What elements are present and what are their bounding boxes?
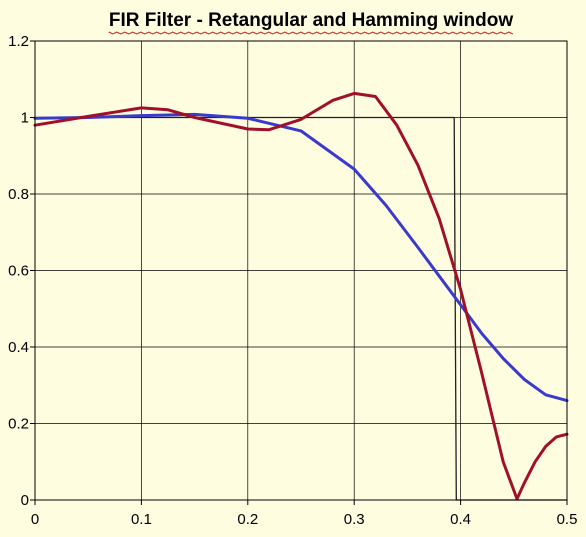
y-tick-label: 1 <box>21 110 29 127</box>
title-spellcheck-underlines <box>108 31 514 35</box>
x-tick-label: 0.5 <box>557 511 578 528</box>
x-tick-label: 0.3 <box>344 511 365 528</box>
series-line-2 <box>33 112 569 403</box>
x-tick-label: 0.1 <box>131 511 152 528</box>
tick-labels: 0 0.1 0.2 0.3 0.4 0.5 0 0.2 0.4 0.6 0.8 1 1.2 <box>8 33 577 528</box>
y-tick-label: 0.6 <box>8 263 29 280</box>
series-line-3 <box>33 91 569 501</box>
y-tick-label: 0.2 <box>8 416 29 433</box>
x-tick-label: 0.2 <box>237 511 258 528</box>
chart-title: FIR Filter - Retangular and Hamming wind… <box>109 10 514 31</box>
x-tick-label: 0 <box>31 511 39 528</box>
x-tick-label: 0.4 <box>450 511 471 528</box>
spellcheck-underline <box>108 31 514 35</box>
tick-layer <box>30 40 568 505</box>
y-tick-label: 0 <box>21 492 29 509</box>
y-tick-label: 0.8 <box>8 186 29 203</box>
y-tick-label: 0.4 <box>8 339 29 356</box>
y-tick-label: 1.2 <box>8 33 29 50</box>
